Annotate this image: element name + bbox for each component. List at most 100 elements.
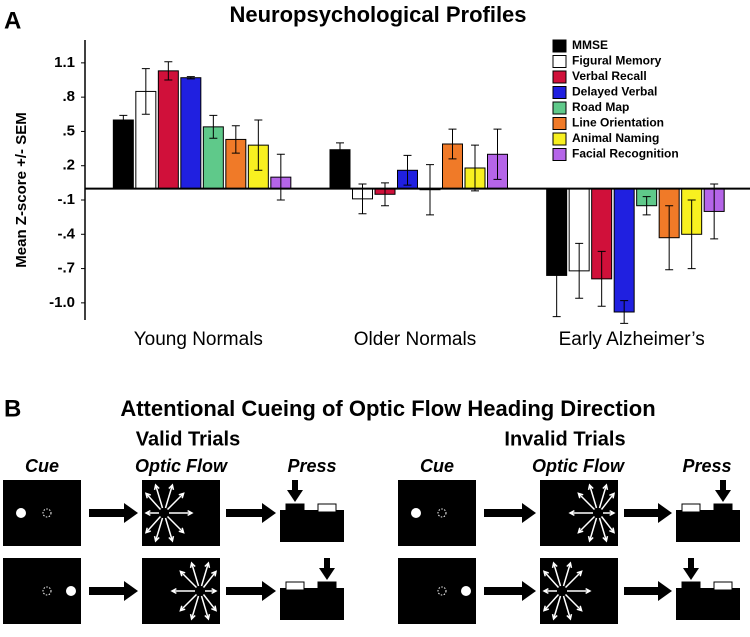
key <box>681 581 701 591</box>
arrow-shaft <box>624 509 660 517</box>
error-bar <box>119 114 128 126</box>
arrow-shaft <box>89 509 126 517</box>
flow-arrow <box>153 517 164 543</box>
flow-arrow <box>164 517 175 543</box>
flow-arrow <box>202 570 217 588</box>
legend-swatch <box>552 86 567 99</box>
error-bar <box>254 119 263 171</box>
column-label: Press <box>287 456 336 476</box>
flow-arrow <box>564 570 583 589</box>
x-tick-label: Early Alzheimer’s <box>559 329 705 350</box>
cue-box <box>398 480 476 546</box>
flow-arrow <box>166 515 185 534</box>
y-tick-label: .8 <box>62 88 75 105</box>
key <box>317 581 337 591</box>
y-tick-label: 1.1 <box>54 54 75 71</box>
flow-arrow <box>603 509 616 517</box>
error-bar <box>620 300 629 324</box>
cue-dot <box>411 508 421 518</box>
error-bar <box>687 199 696 270</box>
diagram-title: Attentional Cueing of Optic Flow Heading… <box>120 396 655 421</box>
x-tick-label: Young Normals <box>134 329 263 350</box>
panel-label: B <box>4 395 21 422</box>
keyboard <box>676 588 740 620</box>
legend-swatch <box>552 132 567 146</box>
panel-label: A <box>4 7 21 34</box>
error-bar <box>209 114 218 139</box>
legend-swatch <box>552 55 567 68</box>
keyboard <box>280 588 344 620</box>
flow-arrow <box>551 561 562 587</box>
legend-swatch <box>552 148 567 161</box>
press-arrow-head <box>683 568 699 580</box>
error-bar <box>665 205 674 271</box>
cue-dot <box>461 586 471 596</box>
error-bar <box>231 125 240 154</box>
flow-arrow <box>153 483 164 509</box>
column-label: Press <box>682 456 731 476</box>
y-tick-label: .2 <box>62 157 75 174</box>
flow-arrow <box>144 509 159 517</box>
arrow-head <box>124 503 138 523</box>
flow-arrow <box>577 492 596 511</box>
arrow-head <box>658 581 672 601</box>
column-label: Optic Flow <box>135 456 228 476</box>
arrow-head <box>124 581 138 601</box>
flow-arrow <box>166 492 185 511</box>
legend-label: Animal Naming <box>572 131 659 145</box>
flow-arrow <box>189 561 200 587</box>
flow-arrow <box>144 515 162 534</box>
fixation <box>42 586 52 596</box>
error-bar <box>426 164 434 216</box>
arrow-shaft <box>624 587 660 595</box>
legend-label: Facial Recognition <box>572 147 679 161</box>
press-arrow <box>720 480 726 492</box>
flow-arrow <box>577 515 596 534</box>
fixation <box>42 508 52 518</box>
bar <box>180 77 202 190</box>
bar <box>112 119 134 190</box>
error-bar <box>164 61 173 81</box>
x-tick-label: Older Normals <box>354 329 476 350</box>
y-tick-label: -.1 <box>57 191 75 208</box>
error-bar <box>642 196 651 216</box>
flow-arrow <box>562 595 573 621</box>
legend-label: Line Orientation <box>572 116 664 130</box>
error-bar <box>448 128 457 160</box>
press-arrow <box>324 558 330 570</box>
flow-arrow <box>542 570 560 589</box>
press-arrow <box>688 558 694 570</box>
error-bar <box>552 233 561 318</box>
flow-arrow <box>164 483 175 509</box>
bar <box>157 70 179 190</box>
keyboard <box>676 510 740 542</box>
legend-swatch <box>552 39 567 53</box>
press-arrow-head <box>319 568 335 580</box>
error-bar <box>597 250 606 307</box>
flow-arrow <box>587 517 598 543</box>
bar <box>613 188 635 313</box>
flow-arrow <box>564 593 583 612</box>
flow-arrow <box>542 587 557 595</box>
key <box>317 503 337 513</box>
flow-arrow <box>562 561 573 587</box>
flow-arrow <box>170 587 195 595</box>
flow-arrow <box>587 483 598 509</box>
flow-arrow <box>169 509 194 517</box>
flow-arrow <box>600 492 615 510</box>
arrow-head <box>262 581 276 601</box>
legend-swatch <box>552 101 567 115</box>
chart-title: Neuropsychological Profiles <box>229 2 526 27</box>
flow-arrow <box>598 517 609 543</box>
key <box>713 503 733 513</box>
legend-swatch <box>552 117 567 130</box>
keyboard <box>280 510 344 542</box>
flow-arrow <box>567 587 592 595</box>
group-title: Valid Trials <box>136 428 241 450</box>
error-bar <box>710 183 719 240</box>
flow-arrow <box>189 595 200 621</box>
cue-dot <box>66 586 76 596</box>
error-bar <box>403 154 412 186</box>
flow-arrow <box>179 570 198 589</box>
flow-arrow <box>542 593 560 612</box>
